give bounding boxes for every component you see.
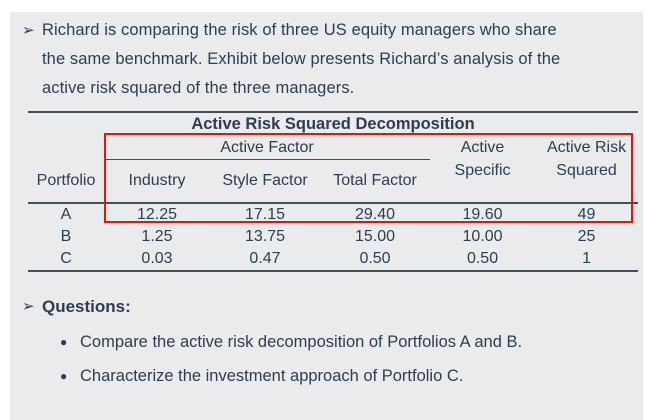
header-industry: Industry [104, 159, 210, 204]
question-item-1: ● Compare the active risk decomposition … [60, 332, 638, 353]
arrow-bullet-icon: ➢ [22, 22, 35, 39]
header-active-specific-line1: Active [460, 139, 505, 157]
cell-a-portfolio: A [60, 205, 72, 223]
cell-c-total-factor: 0.50 [320, 247, 431, 272]
cell-c-style-factor: 0.47 [210, 247, 320, 272]
cell-b-portfolio: B [60, 227, 72, 245]
cell-c-portfolio: C [28, 247, 104, 272]
cell-b-active-specific: 10.00 [462, 227, 503, 245]
header-portfolio: Portfolio [28, 159, 104, 204]
table-row-portfolio-a: A 12.25 17.15 29.40 19.60 49 [28, 203, 638, 226]
cell-a-total-factor: 29.40 [354, 205, 396, 223]
group-header-active-factor: Active Factor [104, 137, 431, 160]
question-2-text: Characterize the investment approach of … [80, 367, 464, 385]
content-panel [10, 12, 643, 420]
table-row-portfolio-c: C 0.03 0.47 0.50 0.50 1 [28, 247, 639, 272]
dot-bullet-icon: ● [60, 335, 68, 349]
questions-section: ➢ Questions: ● Compare the active risk d… [22, 295, 638, 387]
header-total-factor: Total Factor [320, 159, 431, 204]
cell-a-active-specific: 19.60 [462, 205, 503, 223]
cell-c-active-risk-squared: 1 [535, 247, 639, 272]
header-active-risk-squared-line2: Squared [535, 159, 639, 204]
header-active-specific-line2: Specific [430, 159, 536, 204]
empty-header-cell [28, 137, 104, 160]
intro-paragraph: ➢ Richard is comparing the risk of three… [22, 16, 638, 103]
questions-heading-row: ➢ Questions: [22, 295, 638, 319]
intro-line-3: active risk squared of the three manager… [42, 79, 355, 97]
cell-a-style-factor: 17.15 [244, 205, 286, 223]
cell-b-active-risk-squared: 25 [577, 227, 596, 245]
table-header-row: Portfolio Industry Style Factor Total Fa… [28, 159, 639, 204]
risk-table: Active Factor Active Active Risk Portfol… [28, 137, 639, 272]
cell-b-total-factor: 15.00 [354, 227, 396, 245]
question-1-text: Compare the active risk decomposition of… [80, 333, 523, 351]
cell-b-industry: 1.25 [141, 227, 173, 245]
question-item-2: ● Characterize the investment approach o… [60, 366, 638, 387]
intro-line-2: the same benchmark. Exhibit below presen… [42, 50, 561, 68]
questions-heading: Questions: [42, 297, 131, 316]
cell-a-active-risk-squared: 49 [577, 205, 596, 223]
header-style-factor: Style Factor [210, 159, 320, 204]
cell-b-style-factor: 13.75 [244, 227, 286, 245]
header-active-risk-squared-line1: Active Risk [546, 139, 627, 157]
table-row-portfolio-b: B 1.25 13.75 15.00 10.00 25 [28, 226, 638, 248]
cell-c-active-specific: 0.50 [430, 247, 536, 272]
cell-a-industry: 12.25 [136, 205, 178, 223]
arrow-bullet-icon: ➢ [22, 298, 35, 315]
intro-line-1: Richard is comparing the risk of three U… [42, 21, 557, 39]
intro-text: Richard is comparing the risk of three U… [42, 16, 560, 103]
dot-bullet-icon: ● [60, 369, 68, 383]
risk-table-section: Active Risk Squared Decomposition Active… [28, 111, 639, 272]
table-title: Active Risk Squared Decomposition [28, 111, 638, 137]
cell-c-industry: 0.03 [104, 247, 210, 272]
table-group-header-row: Active Factor Active Active Risk [28, 137, 638, 160]
